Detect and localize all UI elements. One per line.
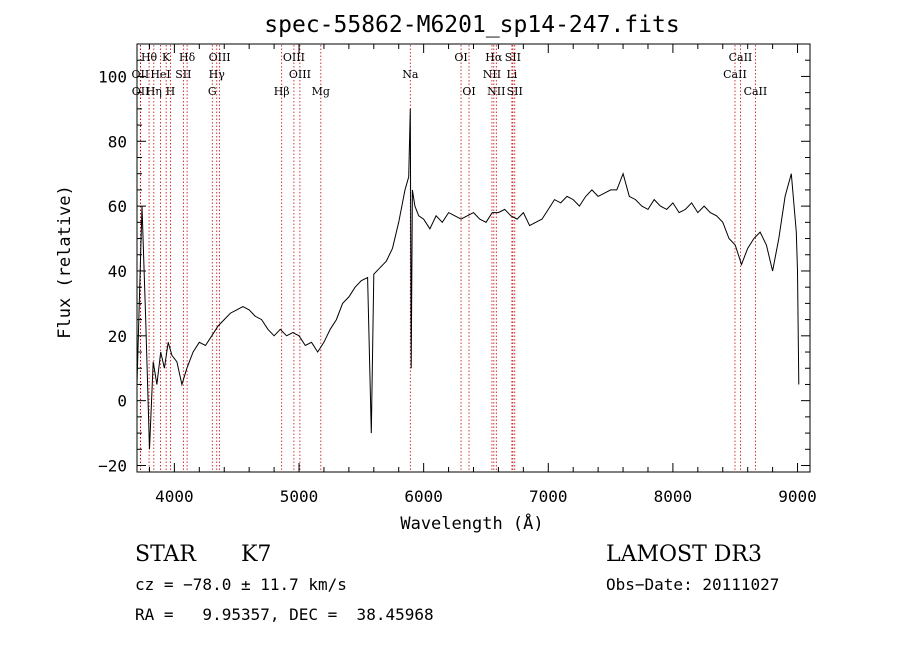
x-tick-label: 9000	[778, 487, 817, 506]
line-marker-label: NII	[483, 68, 501, 81]
line-marker-label: NII	[487, 85, 505, 98]
line-marker-label: Na	[402, 68, 419, 81]
line-marker-label: OIII	[289, 68, 311, 81]
coordinates: RA = 9.95357, DEC = 38.45968	[135, 605, 434, 624]
line-marker-label: OIII	[283, 51, 305, 64]
object-class: STAR	[135, 542, 197, 567]
plot-frame	[136, 43, 811, 473]
line-marker-label: OII	[132, 68, 150, 81]
line-marker-label: SII	[507, 85, 523, 98]
y-tick-label: 60	[108, 197, 127, 216]
line-marker-label: Li	[506, 68, 517, 81]
line-marker-label: K	[162, 51, 171, 64]
line-marker-label: Hβ	[274, 85, 290, 98]
survey-name: LAMOST DR3	[606, 542, 762, 567]
spectrum-line	[136, 108, 800, 450]
line-marker-label: SII	[505, 51, 521, 64]
y-tick-label: 100	[98, 67, 127, 86]
line-marker-label: Hγ	[209, 68, 226, 81]
y-axis: −20 0 20 40 60 80 100	[98, 43, 810, 476]
line-marker-label: OIII	[209, 51, 231, 64]
line-marker-label: CaII	[744, 85, 768, 98]
line-marker-label: Hθ	[141, 51, 158, 64]
y-tick-label: 0	[117, 392, 127, 411]
y-tick-label: 80	[108, 132, 127, 151]
line-marker-label: OII	[132, 85, 150, 98]
x-tick-label: 8000	[654, 487, 693, 506]
chart-title: spec-55862-M6201_sp14-247.fits	[264, 12, 679, 38]
x-tick-label: 4000	[155, 487, 194, 506]
line-marker-label: OI	[462, 85, 475, 98]
line-marker-label: G	[208, 85, 217, 98]
line-marker-label: Mg	[312, 85, 330, 98]
line-marker-label: Hδ	[179, 51, 196, 64]
line-marker-label: HeI	[150, 68, 170, 81]
x-axis-label: Wavelength (Å)	[400, 512, 543, 534]
line-marker-label: Hη	[146, 85, 162, 98]
y-axis-label: Flux (relative)	[55, 185, 75, 339]
x-tick-label: 5000	[280, 487, 319, 506]
object-subclass: K7	[241, 542, 271, 567]
redshift-velocity: cz = −78.0 ± 11.7 km/s	[135, 575, 347, 594]
line-marker-label: Hα	[485, 51, 503, 64]
y-tick-label: 40	[108, 262, 127, 281]
line-marker-label: H	[166, 85, 176, 98]
x-axis: 4000 5000 6000 7000 8000 9000	[148, 44, 817, 506]
line-marker-label: SII	[175, 68, 191, 81]
observation-date: Obs−Date: 20111027	[606, 575, 779, 594]
x-tick-label: 6000	[404, 487, 443, 506]
line-marker-label: CaII	[729, 51, 753, 64]
x-tick-label: 7000	[529, 487, 568, 506]
y-tick-label: 20	[108, 327, 127, 346]
line-markers	[139, 45, 756, 471]
line-marker-label: OI	[454, 51, 467, 64]
line-marker-label: CaII	[723, 68, 747, 81]
y-tick-label: −20	[98, 457, 127, 476]
